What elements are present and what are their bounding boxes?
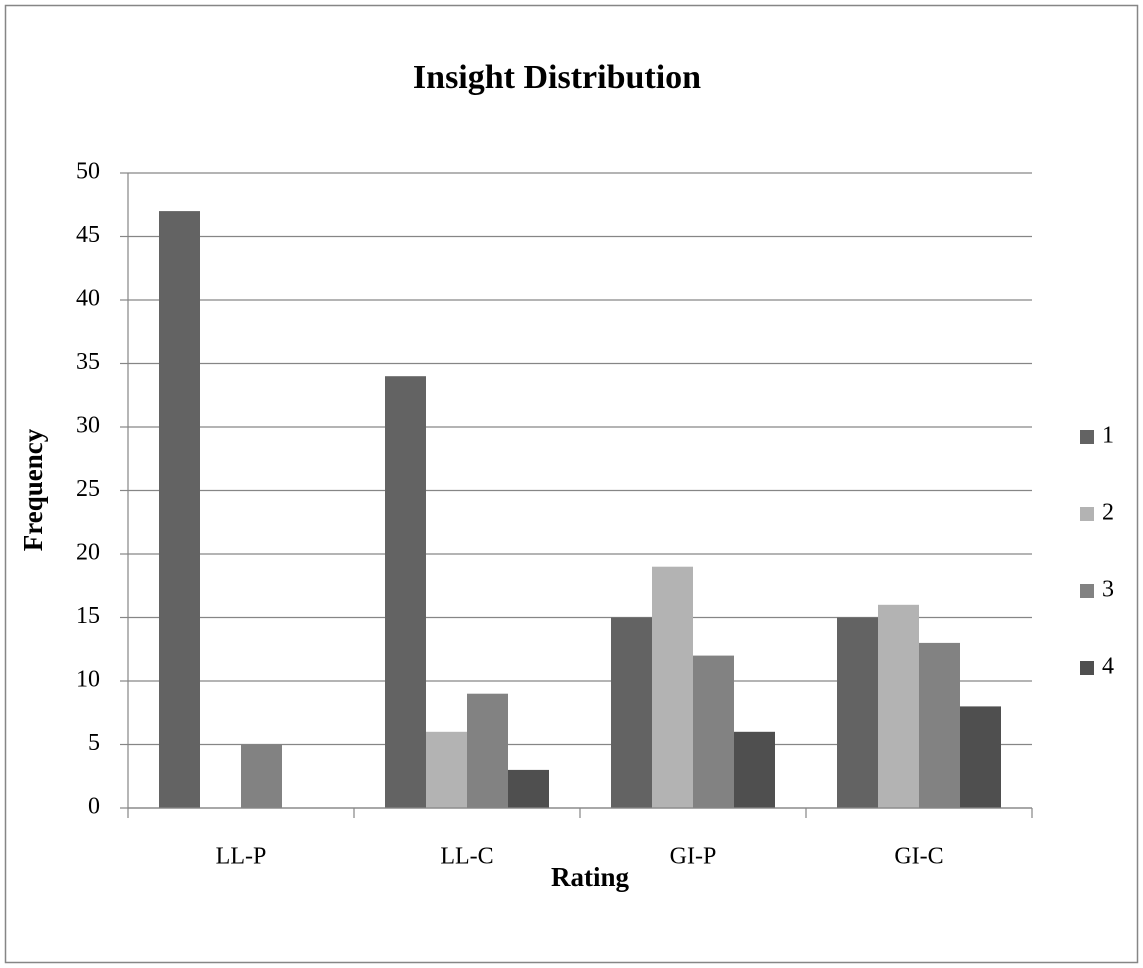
- bar: [878, 604, 919, 808]
- y-tick-label: 30: [76, 413, 100, 439]
- chart-title: Insight Distribution: [413, 59, 701, 96]
- bar: [385, 376, 426, 808]
- y-tick-label: 0: [88, 794, 100, 820]
- x-tick-label: LL-P: [216, 844, 267, 870]
- y-tick-label: 45: [76, 222, 100, 248]
- bar: [426, 731, 467, 808]
- legend-label: 4: [1102, 654, 1114, 680]
- x-tick-label: GI-P: [670, 844, 717, 870]
- bar: [508, 769, 549, 808]
- y-tick-label: 40: [76, 286, 100, 312]
- y-axis-label: Frequency: [18, 428, 48, 551]
- y-tick-label: 50: [76, 159, 100, 185]
- y-tick-label: 25: [76, 476, 100, 502]
- bar: [241, 744, 282, 808]
- y-tick-label: 15: [76, 603, 100, 629]
- y-tick-label: 20: [76, 540, 100, 566]
- x-tick-label: LL-C: [440, 844, 493, 870]
- x-axis-label: Rating: [551, 862, 630, 892]
- legend-label: 3: [1102, 577, 1114, 603]
- bar: [960, 706, 1001, 808]
- x-tick-label: GI-C: [894, 844, 943, 870]
- legend-label: 1: [1102, 423, 1114, 449]
- legend-swatch: [1080, 661, 1094, 675]
- bar: [919, 642, 960, 808]
- bar: [611, 617, 652, 808]
- bar: [159, 211, 200, 809]
- y-tick-label: 10: [76, 667, 100, 693]
- legend-swatch: [1080, 430, 1094, 444]
- bar: [734, 731, 775, 808]
- legend-label: 2: [1102, 500, 1114, 526]
- bar: [467, 693, 508, 808]
- y-tick-label: 5: [88, 730, 100, 756]
- legend-swatch: [1080, 584, 1094, 598]
- legend-swatch: [1080, 507, 1094, 521]
- bar: [837, 617, 878, 808]
- bar: [652, 566, 693, 808]
- bar: [693, 655, 734, 808]
- y-tick-label: 35: [76, 349, 100, 375]
